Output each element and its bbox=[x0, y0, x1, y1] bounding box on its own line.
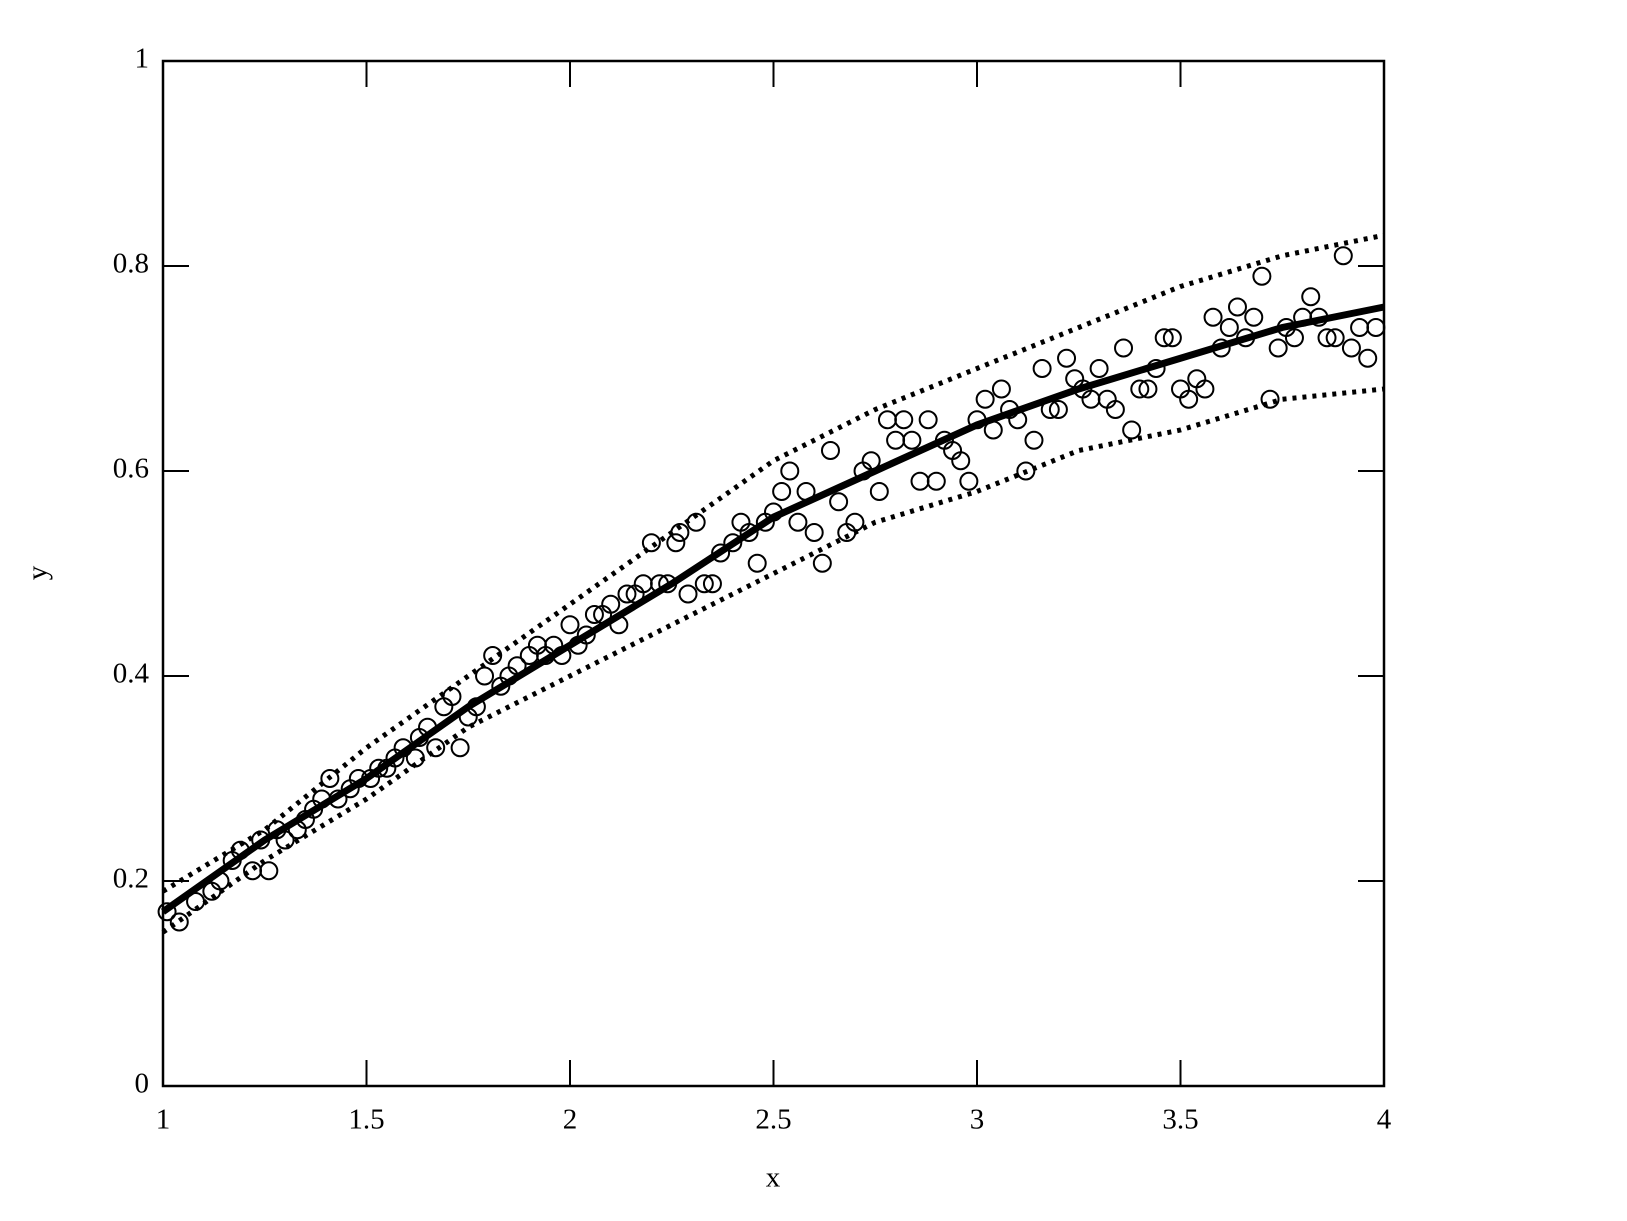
confidence-line bbox=[161, 232, 1385, 894]
data-point bbox=[804, 523, 824, 542]
data-point bbox=[169, 912, 189, 932]
data-point bbox=[1252, 266, 1272, 286]
data-point bbox=[926, 471, 946, 491]
data-point bbox=[1244, 307, 1264, 327]
y-tick-label: 0 bbox=[135, 1068, 150, 1100]
data-point bbox=[560, 615, 580, 635]
data-point bbox=[320, 769, 340, 788]
data-point bbox=[877, 410, 897, 430]
y-tick-label: 0.8 bbox=[113, 248, 149, 280]
data-point bbox=[959, 471, 979, 491]
x-tick-label: 1 bbox=[156, 1104, 171, 1136]
data-point bbox=[1048, 400, 1068, 419]
y-tick-label: 0.2 bbox=[113, 863, 149, 895]
data-point bbox=[1219, 318, 1239, 337]
data-point bbox=[1089, 359, 1109, 378]
data-point bbox=[780, 461, 800, 481]
data-point bbox=[1154, 328, 1174, 348]
data-point bbox=[1032, 359, 1052, 378]
data-point bbox=[894, 410, 914, 430]
data-point bbox=[829, 492, 849, 512]
data-point bbox=[869, 482, 889, 501]
confidence-line bbox=[161, 386, 1385, 935]
data-point bbox=[910, 471, 930, 491]
data-point bbox=[918, 410, 938, 430]
plot-frame bbox=[161, 59, 1386, 1088]
data-point bbox=[1227, 297, 1247, 317]
data-point bbox=[820, 441, 840, 460]
data-point bbox=[576, 625, 596, 645]
data-point bbox=[739, 523, 759, 542]
data-point bbox=[702, 574, 722, 594]
data-point bbox=[1024, 430, 1044, 450]
data-point bbox=[678, 584, 698, 604]
data-point bbox=[711, 543, 731, 563]
data-point bbox=[951, 451, 971, 471]
data-point bbox=[1122, 420, 1142, 440]
data-point bbox=[450, 738, 470, 758]
x-axis-label: x bbox=[766, 1162, 781, 1194]
data-point bbox=[747, 553, 767, 573]
data-point bbox=[1130, 379, 1150, 399]
data-point bbox=[1333, 246, 1353, 266]
y-tick-label: 1 bbox=[135, 43, 150, 75]
data-point bbox=[812, 553, 832, 573]
y-axis-label: y bbox=[22, 565, 54, 580]
data-point bbox=[1105, 400, 1125, 419]
x-tick-label: 2 bbox=[563, 1104, 578, 1136]
data-point bbox=[1114, 338, 1134, 358]
data-point bbox=[1162, 328, 1182, 348]
data-point bbox=[584, 605, 604, 624]
data-point bbox=[601, 594, 621, 614]
data-point bbox=[1301, 287, 1321, 307]
x-tick-label: 3.5 bbox=[1162, 1104, 1198, 1136]
data-point bbox=[426, 738, 446, 758]
data-point bbox=[1057, 348, 1077, 368]
data-point bbox=[975, 389, 995, 409]
data-point bbox=[991, 379, 1011, 399]
data-point bbox=[1350, 318, 1370, 337]
data-point bbox=[1268, 338, 1288, 358]
data-point bbox=[788, 512, 808, 532]
data-point bbox=[1325, 328, 1345, 348]
data-point bbox=[157, 902, 177, 922]
data-point bbox=[1317, 328, 1337, 348]
data-point bbox=[1284, 328, 1304, 348]
data-point bbox=[694, 574, 714, 594]
data-point bbox=[1195, 379, 1215, 399]
x-tick-label: 2.5 bbox=[755, 1104, 791, 1136]
x-tick-label: 4 bbox=[1377, 1104, 1392, 1136]
data-point bbox=[1138, 379, 1158, 399]
x-tick-label: 1.5 bbox=[348, 1104, 384, 1136]
data-point bbox=[617, 584, 637, 604]
data-point bbox=[886, 430, 906, 450]
data-point bbox=[259, 861, 279, 881]
data-point bbox=[369, 758, 389, 778]
y-tick-label: 0.4 bbox=[113, 658, 150, 690]
y-tick-label: 0.6 bbox=[113, 453, 149, 485]
data-point bbox=[475, 666, 495, 686]
data-point bbox=[1179, 389, 1199, 409]
x-tick-label: 3 bbox=[970, 1104, 985, 1136]
data-point bbox=[666, 533, 686, 553]
data-point bbox=[772, 482, 792, 501]
data-point bbox=[723, 533, 743, 553]
data-point bbox=[1341, 338, 1361, 358]
data-point bbox=[641, 533, 661, 553]
data-point bbox=[1260, 389, 1280, 409]
data-point bbox=[1358, 348, 1378, 368]
data-point bbox=[902, 430, 922, 450]
data-point bbox=[1203, 307, 1223, 327]
data-point bbox=[1366, 318, 1386, 337]
fit-line bbox=[160, 303, 1385, 915]
